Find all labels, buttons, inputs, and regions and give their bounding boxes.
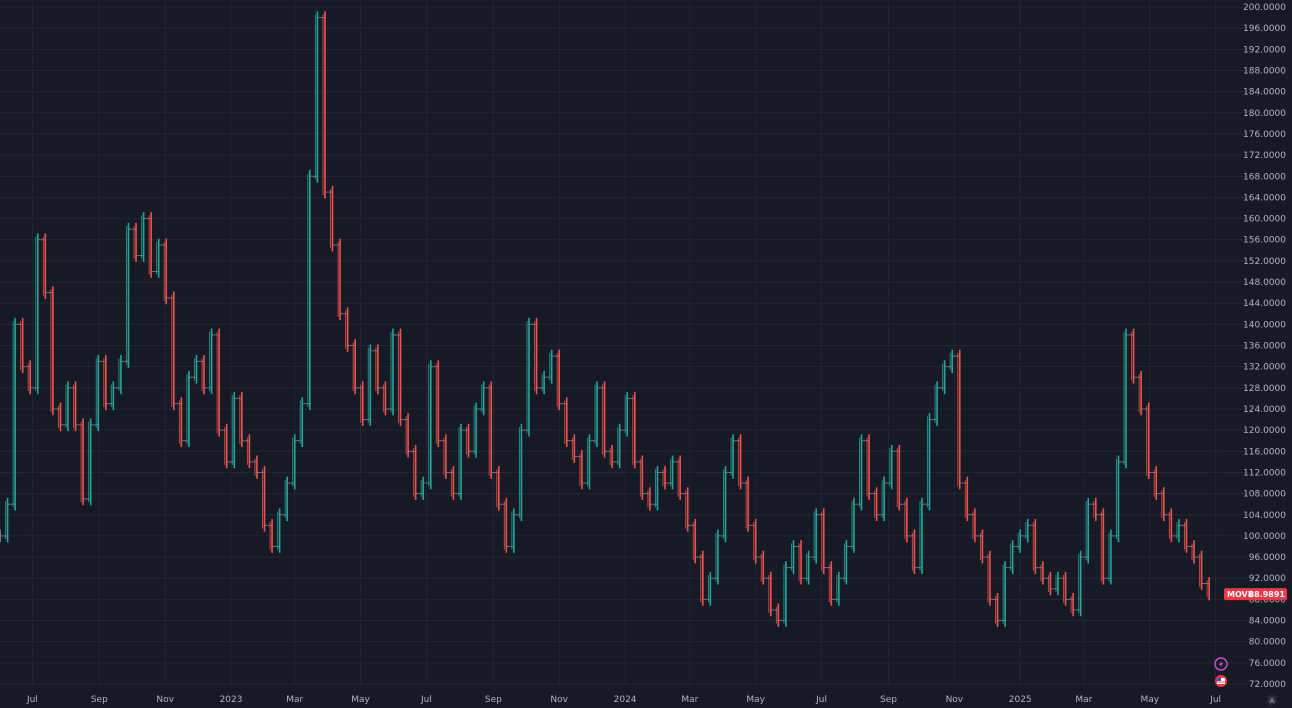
y-tick-label: 164.0000 <box>1243 193 1286 203</box>
svg-text:A: A <box>1270 697 1275 705</box>
x-tick-label: Sep <box>91 695 108 705</box>
y-tick-label: 144.0000 <box>1243 299 1286 309</box>
y-tick-label: 156.0000 <box>1243 236 1286 246</box>
y-tick-label: 188.0000 <box>1243 66 1286 76</box>
y-tick-label: 180.0000 <box>1243 109 1286 119</box>
x-tick-label: Nov <box>550 695 568 705</box>
x-tick-label: Mar <box>1075 695 1092 705</box>
y-tick-label: 128.0000 <box>1243 384 1286 394</box>
y-tick-label: 124.0000 <box>1243 405 1286 415</box>
y-tick-label: 160.0000 <box>1243 215 1286 225</box>
scale-mode-icon[interactable]: A <box>1267 695 1277 705</box>
y-tick-label: 116.0000 <box>1243 447 1286 457</box>
y-tick-label: 92.0000 <box>1249 574 1286 584</box>
x-tick-label: 2025 <box>1009 695 1032 705</box>
y-tick-label: 140.0000 <box>1243 320 1286 330</box>
chart-series <box>0 11 1210 627</box>
y-tick-label: 96.0000 <box>1249 553 1286 563</box>
y-tick-label: 88.0000 <box>1249 595 1286 605</box>
x-tick-label: May <box>1140 695 1159 705</box>
x-tick-label: 2024 <box>614 695 637 705</box>
y-tick-label: 152.0000 <box>1243 257 1286 267</box>
last-price-badge-bg <box>1224 588 1287 601</box>
y-tick-label: 108.0000 <box>1243 490 1286 500</box>
lightning-icon[interactable] <box>1214 657 1228 671</box>
y-tick-label: 196.0000 <box>1243 24 1286 34</box>
x-tick-label: Mar <box>286 695 303 705</box>
x-tick-label: Mar <box>681 695 698 705</box>
x-tick-label: Sep <box>485 695 502 705</box>
x-tick-label: Jul <box>1209 695 1221 705</box>
y-tick-label: 168.0000 <box>1243 172 1286 182</box>
y-tick-label: 104.0000 <box>1243 511 1286 521</box>
x-tick-label: Nov <box>946 695 964 705</box>
y-tick-label: 176.0000 <box>1243 130 1286 140</box>
x-tick-label: Jul <box>815 695 827 705</box>
flag-icon[interactable] <box>1215 675 1227 687</box>
time-axis[interactable]: Jul Sep Nov 2023 Mar May Jul Sep Nov 2024 Mar May Ju… <box>26 695 1221 705</box>
y-tick-label: 120.0000 <box>1243 426 1286 436</box>
y-tick-label: 100.0000 <box>1243 532 1286 542</box>
y-tick-label: 132.0000 <box>1243 363 1286 373</box>
y-tick-label: 76.0000 <box>1249 659 1286 669</box>
y-tick-label: 84.0000 <box>1249 617 1286 627</box>
x-tick-label: Jul <box>26 695 38 705</box>
price-axis[interactable]: 200.0000 196.0000 192.0000 188.0000 184.0000… <box>1243 3 1286 690</box>
y-tick-label: 72.0000 <box>1249 680 1286 690</box>
y-tick-label: 192.0000 <box>1243 45 1286 55</box>
y-tick-label: 148.0000 <box>1243 278 1286 288</box>
y-tick-label: 200.0000 <box>1243 3 1286 13</box>
x-tick-label: May <box>351 695 370 705</box>
last-price-value: 88.9891 <box>1249 590 1286 599</box>
x-tick-label: Sep <box>880 695 897 705</box>
x-tick-label: Jul <box>420 695 432 705</box>
x-tick-label: Nov <box>156 695 174 705</box>
y-tick-label: 80.0000 <box>1249 638 1286 648</box>
chart-grid <box>0 0 1248 685</box>
y-tick-label: 184.0000 <box>1243 88 1286 98</box>
y-tick-label: 172.0000 <box>1243 151 1286 161</box>
symbol-label: MOVE <box>1227 590 1253 599</box>
x-tick-label: 2023 <box>220 695 243 705</box>
x-tick-label: May <box>746 695 765 705</box>
last-price-badge: MOVE 88.9891 <box>1224 588 1287 601</box>
y-tick-label: 112.0000 <box>1243 468 1286 478</box>
y-tick-label: 136.0000 <box>1243 342 1286 352</box>
